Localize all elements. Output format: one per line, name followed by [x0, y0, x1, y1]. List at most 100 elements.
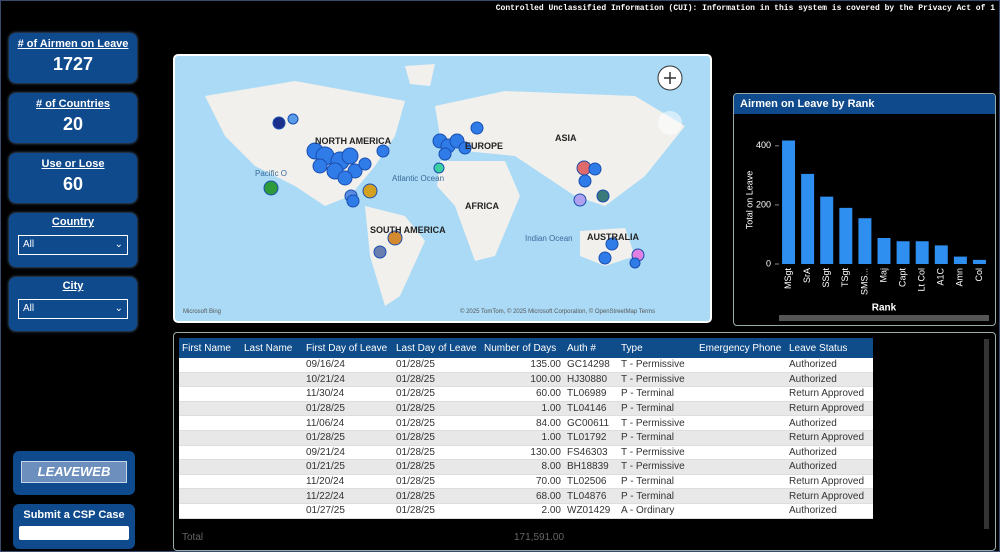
- table-row: 10/21/24 01/28/25 100.00 HJ30880 T - Permiss…: [179, 372, 873, 388]
- blank-cell: [179, 503, 241, 519]
- table-cell: P - Terminal: [618, 430, 696, 446]
- table-cell: GC00611: [564, 415, 618, 431]
- column-header[interactable]: Type: [618, 338, 696, 358]
- blank-cell: [179, 430, 241, 446]
- bar: [782, 140, 796, 264]
- table-cell: TL06989: [564, 386, 618, 402]
- table-row: 11/06/24 01/28/25 84.00 GC00611 T - Permissi…: [179, 415, 873, 431]
- map-attribution: © 2025 TomTom, © 2025 Microsoft Corporat…: [460, 308, 655, 315]
- table-cell: 01/28/25: [393, 445, 481, 461]
- table-cell: FS46303: [564, 445, 618, 461]
- slicer-label: City: [62, 280, 84, 292]
- table-cell: Return Approved: [786, 474, 873, 490]
- blank-cell: [241, 401, 303, 417]
- table-row: 01/28/25 01/28/25 1.00 TL01792 P - Terminal R…: [179, 430, 873, 446]
- table-cell: T - Permissive: [618, 358, 696, 373]
- blank-cell: [241, 372, 303, 388]
- table-cell: 01/28/25: [393, 474, 481, 490]
- submit-button[interactable]: Submit a CSP Case: [13, 504, 135, 549]
- table-cell: TL04876: [564, 488, 618, 504]
- continent-label: AFRICA: [465, 201, 499, 211]
- column-header[interactable]: Leave Status: [786, 338, 873, 358]
- x-tick-label: SSgt: [821, 268, 831, 288]
- table-cell: 1.00: [481, 430, 564, 446]
- zoom-out[interactable]: [658, 111, 682, 135]
- bar: [801, 173, 815, 264]
- table-cell: A - Ordinary: [618, 503, 696, 519]
- y-axis-title: Total on Leave: [744, 171, 754, 230]
- column-header[interactable]: Last Name: [241, 338, 303, 358]
- bar: [896, 241, 910, 264]
- table-cell: 01/28/25: [393, 372, 481, 388]
- map: NORTH AMERICA EUROPE ASIA AFRICA SOUTH A…: [173, 54, 712, 323]
- table-cell: 01/28/25: [303, 401, 393, 417]
- column-header[interactable]: Number of Days: [481, 338, 564, 358]
- table-cell: Return Approved: [786, 386, 873, 402]
- kpi-value: 1727: [52, 54, 94, 74]
- slicer-label: Country: [51, 216, 95, 228]
- dropdown[interactable]: All ⌄: [18, 299, 128, 319]
- blank-cell: [179, 415, 241, 431]
- continent-label: NORTH AMERICA: [315, 136, 392, 146]
- table-cell: 01/28/25: [393, 503, 481, 519]
- blank-cell: [241, 474, 303, 490]
- column-header[interactable]: First Day of Leave: [303, 338, 393, 358]
- table-cell: GC14298: [564, 358, 618, 373]
- table-row: 11/20/24 01/28/25 70.00 TL02506 P - Terminal…: [179, 474, 873, 490]
- x-tick-label: A1C: [936, 268, 946, 286]
- bar: [972, 259, 986, 264]
- blank-cell: [179, 386, 241, 402]
- blank-cell: [696, 459, 786, 475]
- blank-cell: [241, 445, 303, 461]
- bar: [953, 256, 967, 264]
- table-cell: T - Permissive: [618, 372, 696, 388]
- blank-cell: [696, 401, 786, 417]
- table-cell: 100.00: [481, 372, 564, 388]
- column-header[interactable]: Auth #: [564, 338, 618, 358]
- table-cell: Authorized: [786, 358, 873, 373]
- blank-cell: [241, 459, 303, 475]
- kpi-card: # of Countries 20: [9, 93, 137, 143]
- table-cell: BH18839: [564, 459, 618, 475]
- leave-table: First Name Last Name First Day of Leave Las…: [179, 338, 873, 519]
- blank-cell: [696, 372, 786, 388]
- y-tick-label: 200: [756, 199, 771, 209]
- map-provider: Microsoft Bing: [183, 309, 221, 315]
- submit-label: Submit a CSP Case: [23, 509, 125, 521]
- ocean-label: Indian Ocean: [525, 234, 573, 243]
- blank-cell: [179, 474, 241, 490]
- cui-banner: Controlled Unclassified Information (CUI…: [495, 4, 995, 13]
- bar: [839, 207, 853, 264]
- slicer: Country All ⌄: [9, 213, 137, 267]
- x-tick-label: Amn: [955, 268, 965, 287]
- rank-chart: Airmen on Leave by Rank Total on Leave R…: [733, 93, 996, 326]
- total-row: Total 171,591.00: [174, 526, 874, 550]
- dropdown[interactable]: All ⌄: [18, 235, 128, 255]
- column-header[interactable]: First Name: [179, 338, 241, 358]
- column-header[interactable]: Last Day of Leave: [393, 338, 481, 358]
- slicer: City All ⌄: [9, 277, 137, 331]
- table-cell: HJ30880: [564, 372, 618, 388]
- x-tick-label: Capt: [897, 268, 907, 288]
- table-cell: Authorized: [786, 445, 873, 461]
- map-canvas: NORTH AMERICA EUROPE ASIA AFRICA SOUTH A…: [183, 64, 685, 315]
- table-cell: 130.00: [481, 445, 564, 461]
- table-cell: 11/22/24: [303, 488, 393, 504]
- table-cell: 135.00: [481, 358, 564, 373]
- x-tick-label: Lt Col: [917, 268, 927, 292]
- table-cell: 01/28/25: [393, 459, 481, 475]
- x-axis-title: Rank: [872, 303, 897, 314]
- logo-button[interactable]: LEAVEWEB: [13, 451, 135, 495]
- table-cell: P - Terminal: [618, 488, 696, 504]
- table-cell: Return Approved: [786, 401, 873, 417]
- column-header[interactable]: Emergency Phone: [696, 338, 786, 358]
- x-tick-label: SMS...: [859, 268, 869, 295]
- bar: [915, 241, 929, 264]
- blank-cell: [696, 430, 786, 446]
- table-row: 01/21/25 01/28/25 8.00 BH18839 T - Permissiv…: [179, 459, 873, 475]
- kpi-value: 20: [62, 114, 84, 134]
- x-tick-label: SrA: [802, 268, 812, 283]
- table-cell: Authorized: [786, 459, 873, 475]
- logo-text: LEAVEWEB: [21, 461, 127, 483]
